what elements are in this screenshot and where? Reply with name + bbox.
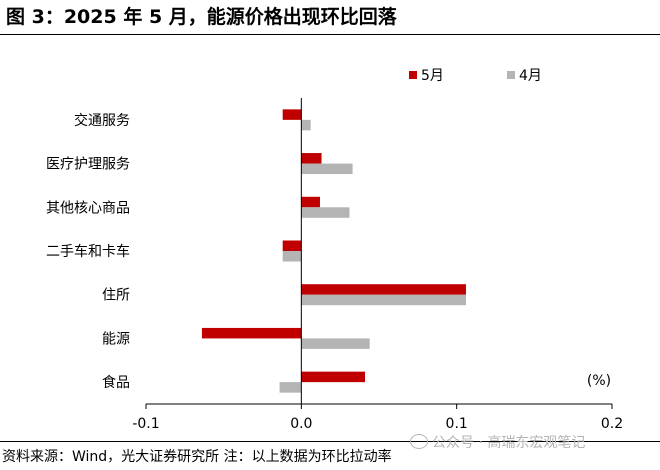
watermark: 公众号 · 高瑞东宏观笔记 [410, 432, 585, 452]
bar-apr-4 [301, 294, 466, 306]
source-note: 资料来源：Wind，光大证券研究所 注：以上数据为环比拉动率 [2, 449, 392, 465]
legend-label-1: 4月 [519, 68, 542, 84]
x-tick-label: 0.2 [601, 416, 623, 432]
category-label: 交通服务 [74, 112, 130, 129]
legend-label-0: 5月 [421, 68, 444, 84]
legend-swatch-0 [409, 71, 417, 79]
unit-label: (%) [587, 373, 611, 389]
category-label: 医疗护理服务 [46, 157, 130, 173]
bar-may-3 [282, 240, 302, 251]
bar-may-2 [301, 196, 320, 208]
bar-apr-3 [282, 251, 302, 262]
bar-apr-5 [301, 338, 370, 349]
bar-may-6 [301, 371, 366, 383]
bar-apr-1 [301, 163, 353, 175]
bar-may-5 [201, 327, 302, 339]
bar-apr-2 [301, 207, 350, 218]
category-label: 能源 [102, 331, 130, 347]
wechat-icon [410, 434, 428, 449]
bar-may-1 [301, 153, 322, 164]
legend-swatch-1 [507, 71, 515, 79]
title-rule [0, 34, 660, 35]
x-tick-label: -0.1 [132, 416, 159, 432]
x-tick-label: 0.0 [290, 416, 312, 432]
x-tick-label: 0.1 [446, 416, 468, 432]
chart-title: 图 3：2025 年 5 月，能源价格出现环比回落 [6, 6, 397, 28]
source-rule [0, 441, 660, 442]
watermark-text: 公众号 · 高瑞东宏观笔记 [432, 435, 586, 451]
bar-apr-6 [279, 382, 302, 393]
bar-may-4 [301, 284, 466, 295]
category-label: 住所 [102, 288, 130, 304]
bar-apr-0 [301, 119, 311, 131]
bar-may-0 [282, 109, 302, 120]
category-label: 食品 [102, 374, 130, 391]
category-label: 二手车和卡车 [46, 243, 130, 260]
category-label: 其他核心商品 [46, 200, 130, 216]
